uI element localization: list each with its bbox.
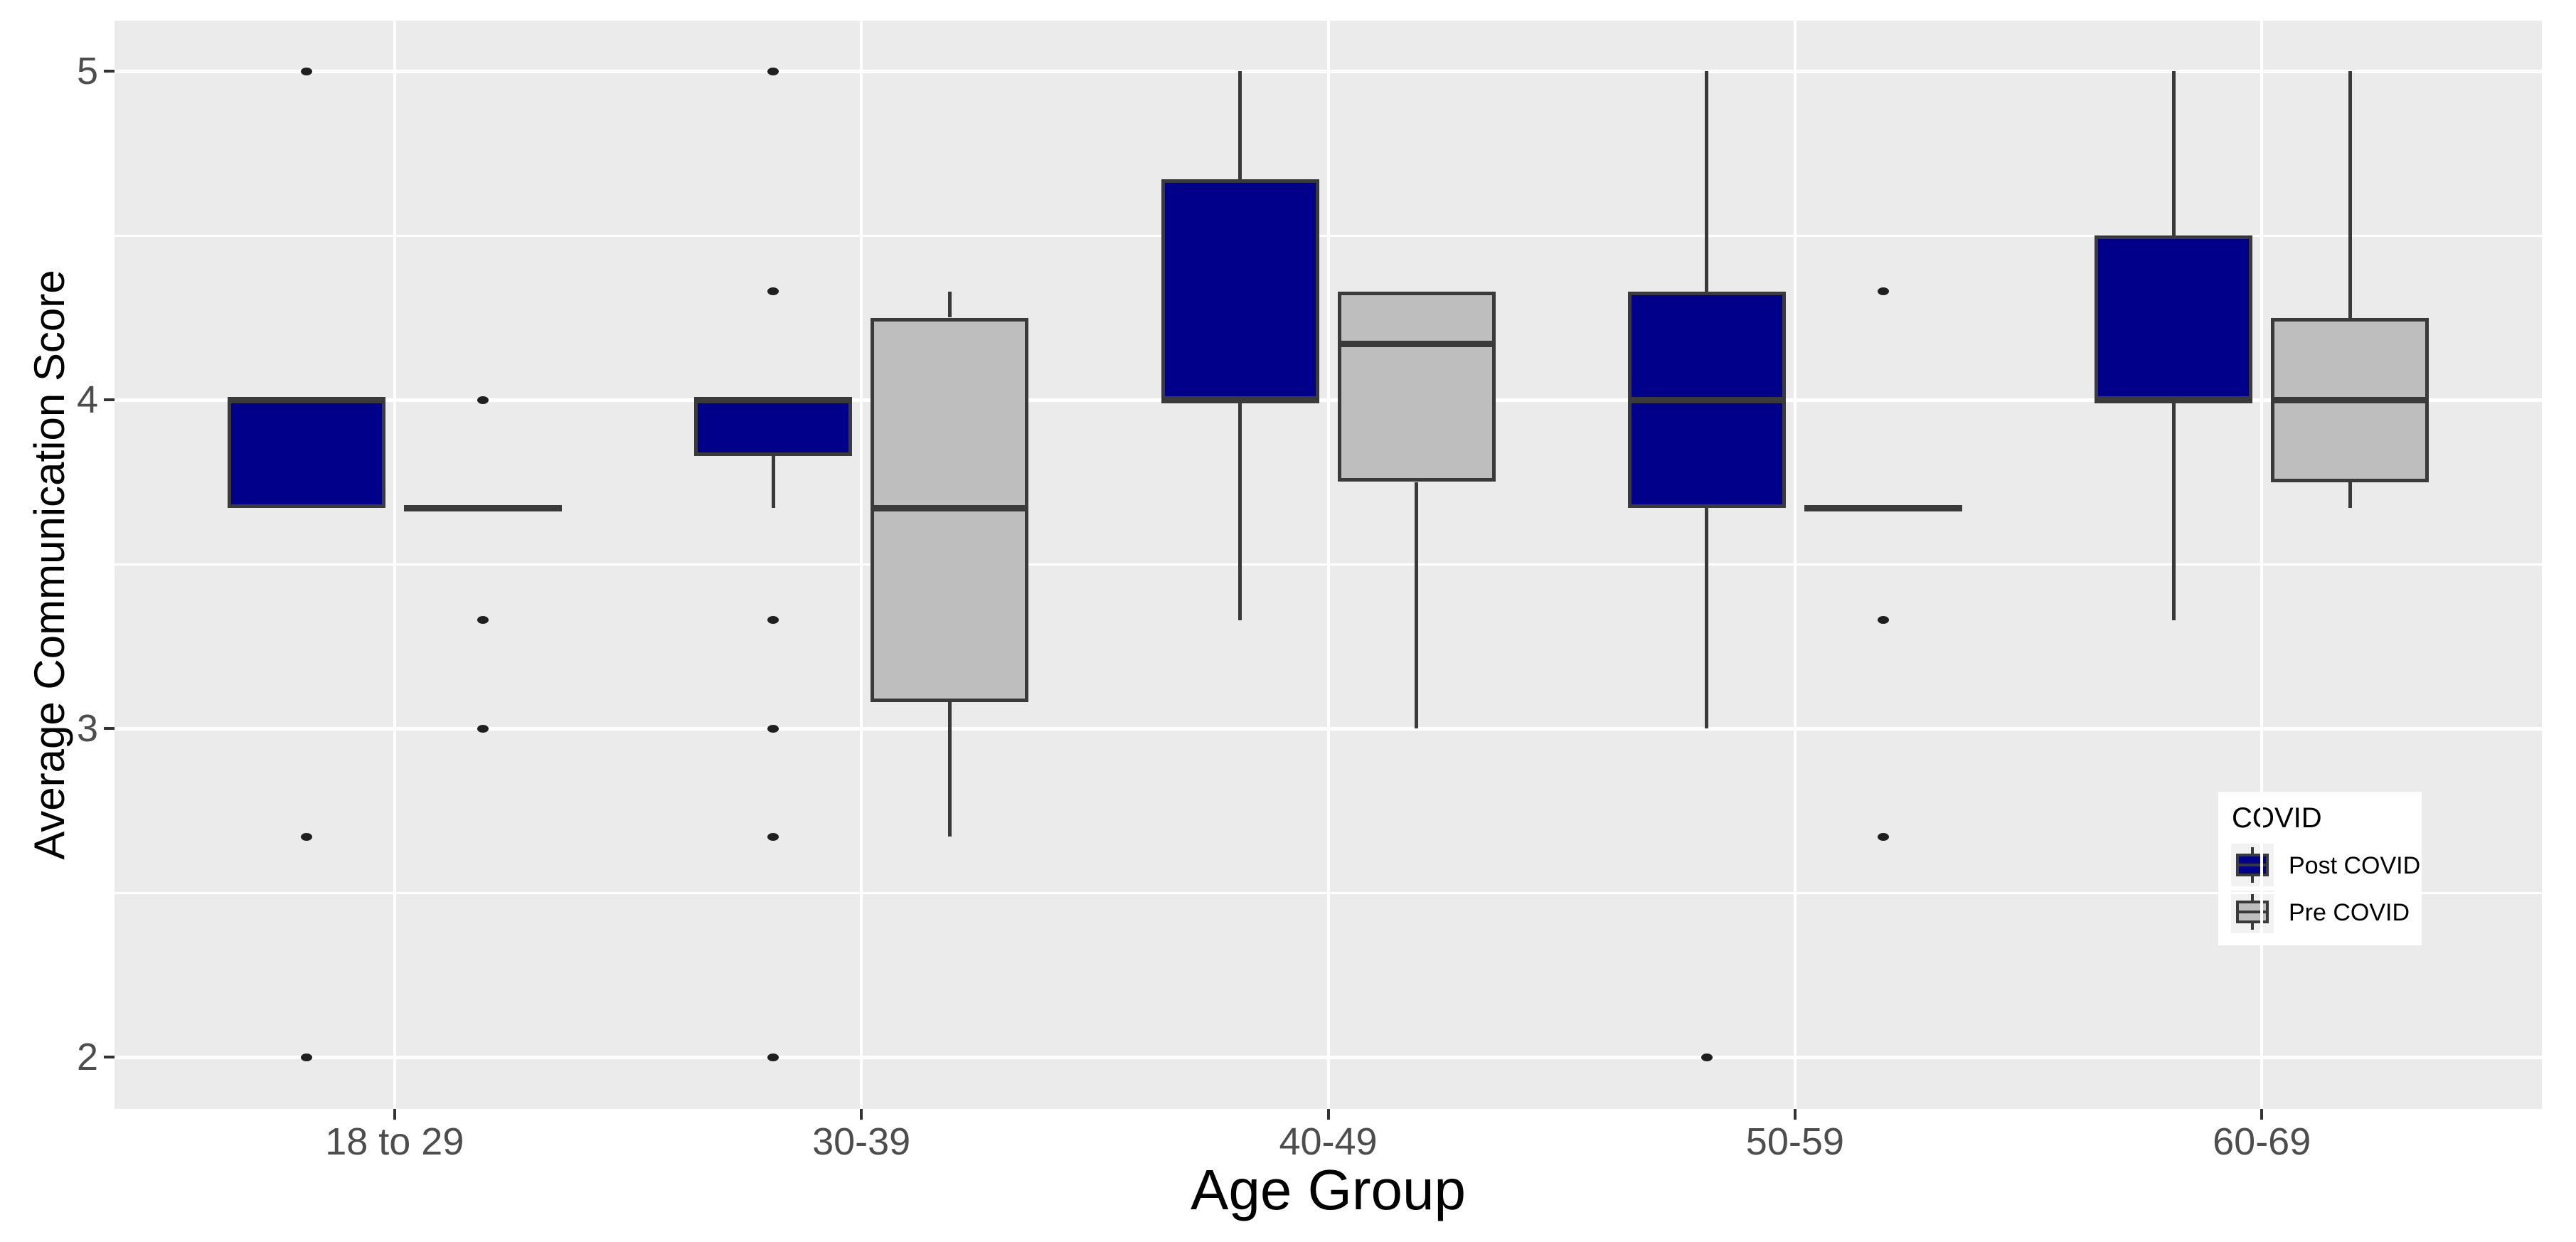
legend-glyph-median <box>2236 864 2269 866</box>
x-tick-label: 60-69 <box>2213 1120 2311 1163</box>
x-tick-label: 30-39 <box>812 1120 911 1163</box>
lower-whisker-post <box>1238 400 1242 620</box>
outlier-point <box>1701 1053 1713 1061</box>
upper-whisker-post <box>1705 71 1709 292</box>
legend-label: Post COVID <box>2289 852 2421 879</box>
median-line-pre <box>1337 340 1496 347</box>
category-gridline <box>860 21 863 1109</box>
outlier-point <box>300 67 312 75</box>
lower-whisker-pre <box>947 702 952 837</box>
legend-key-pre-covid <box>2231 891 2274 933</box>
lower-whisker-pre <box>2348 482 2352 509</box>
y-axis-title: Average Communication Score <box>26 270 73 860</box>
x-axis-title: Age Group <box>1191 1158 1466 1221</box>
y-tick-label: 4 <box>76 378 98 421</box>
degenerate-box-pre <box>1804 504 1962 511</box>
category-gridline <box>1793 21 1797 1109</box>
x-tick-mark <box>2260 1109 2264 1120</box>
median-line-post <box>1627 396 1786 403</box>
outlier-point <box>767 1053 779 1061</box>
lower-whisker-post <box>771 455 775 509</box>
y-tick-label: 2 <box>76 1036 98 1078</box>
median-line-post <box>2095 396 2253 403</box>
box-post <box>694 400 853 456</box>
outlier-point <box>1877 616 1889 625</box>
outlier-point <box>477 616 489 625</box>
y-tick-label: 3 <box>76 707 98 750</box>
y-tick-mark <box>104 398 115 401</box>
y-tick-label: 5 <box>76 50 98 92</box>
x-tick-mark <box>1793 1109 1797 1120</box>
x-tick-mark <box>1326 1109 1330 1120</box>
lower-whisker-pre <box>1415 482 1418 728</box>
box-post <box>1161 179 1319 400</box>
legend-key-post-covid <box>2231 844 2274 886</box>
category-gridline <box>1326 21 1330 1109</box>
outlier-point <box>767 67 779 75</box>
box-pre <box>1337 291 1496 482</box>
upper-whisker-post <box>1238 71 1242 180</box>
x-tick-mark <box>860 1109 863 1120</box>
y-tick-mark <box>104 1056 115 1058</box>
median-line-post <box>1161 396 1319 403</box>
median-line-pre <box>871 504 1029 511</box>
median-line-pre <box>2271 396 2429 403</box>
upper-whisker-pre <box>947 291 952 318</box>
upper-whisker-post <box>2171 71 2176 235</box>
upper-whisker-pre <box>2348 71 2352 318</box>
degenerate-box-pre <box>403 504 562 511</box>
median-line-post <box>694 396 853 403</box>
outlier-point <box>767 287 779 296</box>
outlier-point <box>1877 832 1889 841</box>
x-tick-label: 40-49 <box>1279 1120 1378 1163</box>
outlier-point <box>300 832 312 841</box>
outlier-point <box>300 1053 312 1061</box>
legend-glyph-median <box>2236 911 2269 913</box>
outlier-point <box>1877 287 1889 296</box>
box-post <box>2095 235 2253 400</box>
legend-title: COVID <box>2232 802 2322 834</box>
y-tick-mark <box>104 70 115 73</box>
x-tick-label: 50-59 <box>1745 1120 1844 1163</box>
x-tick-label: 18 to 29 <box>325 1120 464 1163</box>
outlier-point <box>767 616 779 625</box>
legend: COVID Post COVID Pre COVID <box>2218 792 2422 945</box>
category-gridline <box>393 21 396 1109</box>
y-tick-mark <box>104 727 115 730</box>
outlier-point <box>767 832 779 841</box>
lower-whisker-post <box>1705 508 1709 728</box>
box-post <box>227 400 385 509</box>
legend-label: Pre COVID <box>2289 899 2410 926</box>
category-gridline <box>2260 21 2264 1109</box>
lower-whisker-post <box>2171 400 2176 620</box>
outlier-point <box>477 724 489 733</box>
outlier-point <box>767 724 779 733</box>
outlier-point <box>477 396 489 404</box>
x-tick-mark <box>393 1109 396 1120</box>
median-line-post <box>227 396 385 403</box>
